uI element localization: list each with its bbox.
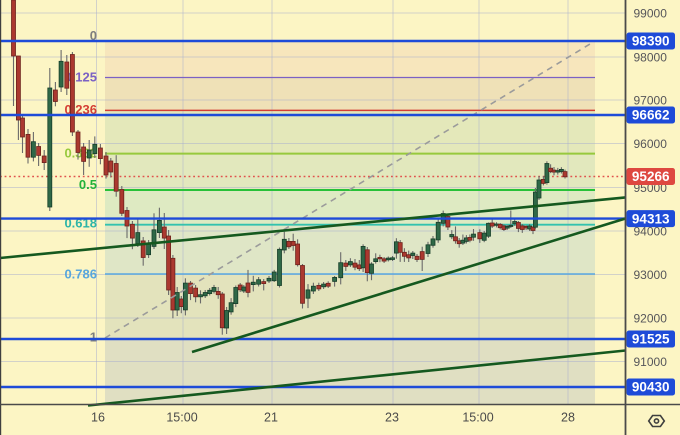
svg-text:97000: 97000 [634,93,668,107]
svg-text:16: 16 [91,411,105,425]
svg-text:0.5: 0.5 [79,177,97,192]
svg-text:90430: 90430 [632,380,670,395]
svg-text:96662: 96662 [632,108,670,123]
svg-text:94000: 94000 [634,224,668,238]
svg-text:94313: 94313 [632,211,670,226]
svg-text:98000: 98000 [634,50,668,64]
svg-text:96000: 96000 [634,137,668,151]
svg-text:23: 23 [385,411,399,425]
svg-text:92000: 92000 [634,311,668,325]
svg-text:99000: 99000 [634,6,668,20]
svg-text:21: 21 [264,411,278,425]
svg-text:28: 28 [561,411,575,425]
svg-text:0.125: 0.125 [64,69,97,84]
svg-text:91525: 91525 [632,332,670,347]
svg-text:15:00: 15:00 [166,411,197,425]
svg-text:0.786: 0.786 [64,266,97,281]
svg-text:91000: 91000 [634,355,668,369]
svg-text:0: 0 [90,28,97,43]
svg-text:15:00: 15:00 [462,411,493,425]
svg-text:98390: 98390 [632,34,670,49]
svg-text:1: 1 [90,330,97,345]
svg-text:95266: 95266 [632,169,670,184]
svg-text:93000: 93000 [634,268,668,282]
svg-text:0.382: 0.382 [64,146,97,161]
